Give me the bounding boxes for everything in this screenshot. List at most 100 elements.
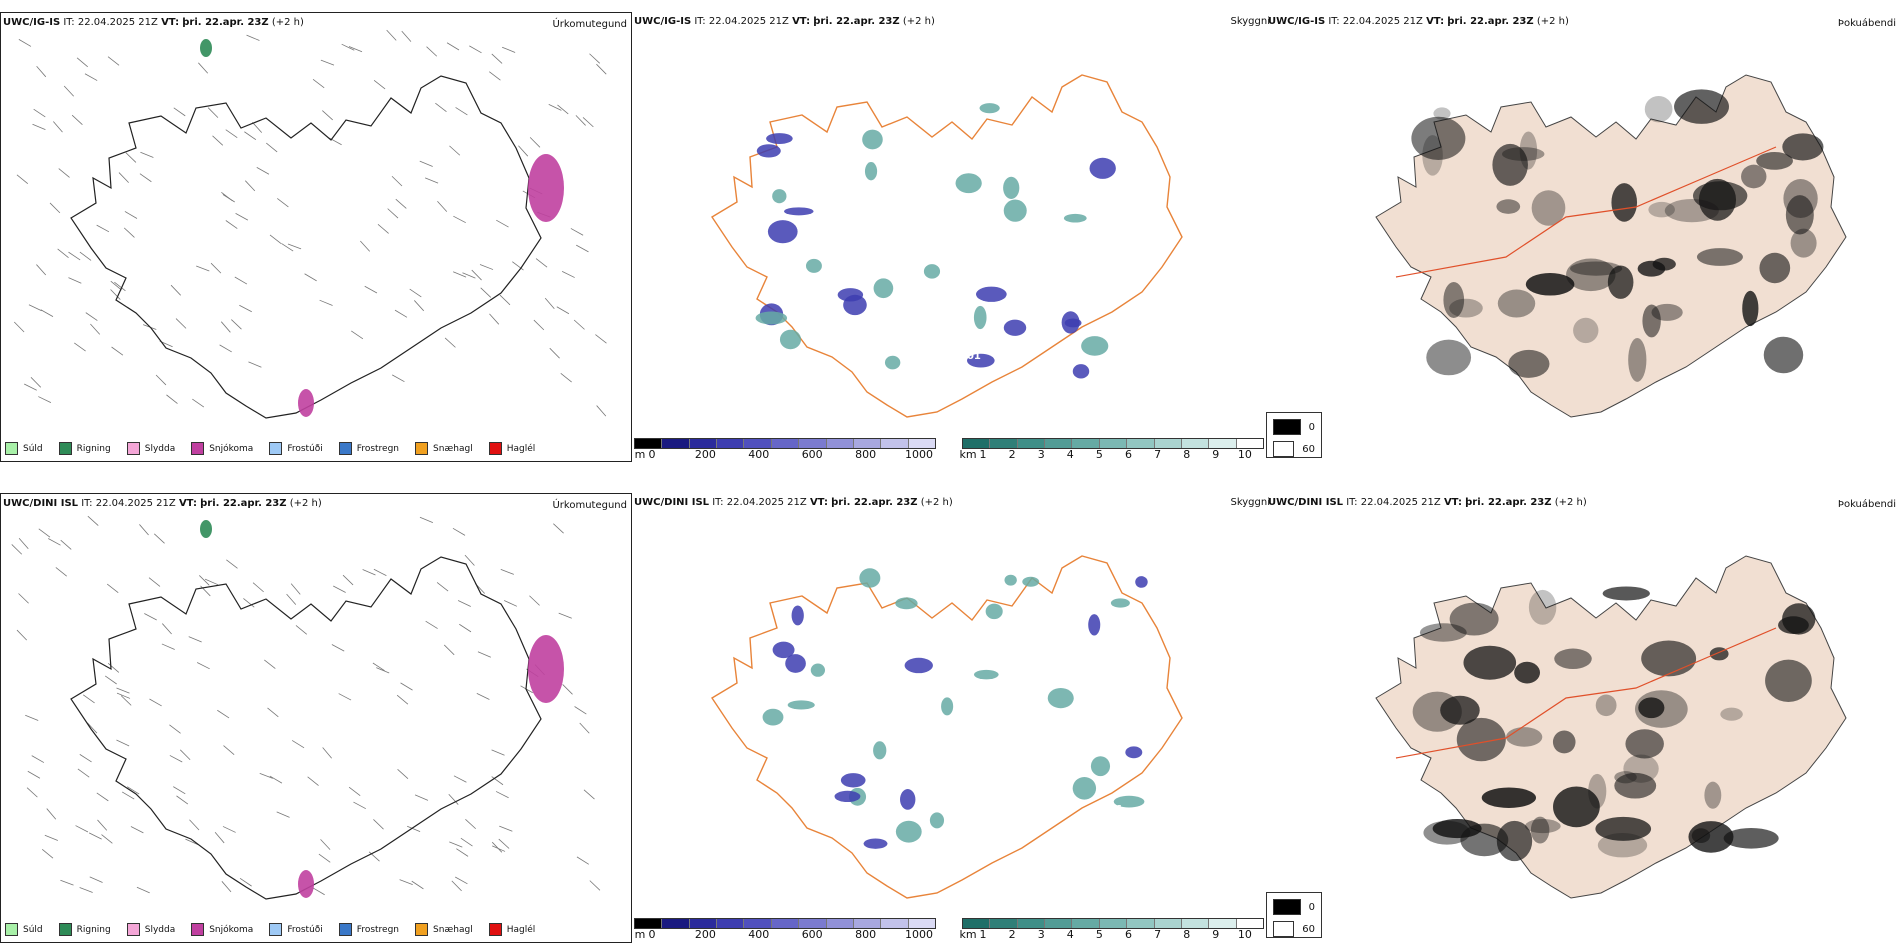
wind-barb [27,770,41,779]
wind-barb [31,755,45,763]
low-visibility-area [929,812,945,829]
scale-tick-label: 10 [1237,928,1252,941]
colorbar-step [1181,439,1210,448]
wind-barb [373,819,384,830]
wind-barb [173,107,186,117]
low-visibility-area [791,605,804,626]
fog-index-area [1443,282,1465,318]
legend-label: Haglél [506,924,536,935]
iceland-precip-map [13,29,607,419]
legend-swatch [58,442,72,455]
low-visibility-area [1125,746,1143,759]
low-visibility-area [873,278,894,299]
fog-index-area [1514,661,1541,684]
colorbar-step [881,439,909,448]
low-visibility-area [900,789,916,810]
low-visibility-area [1063,213,1087,223]
height-label: 89 [997,164,1011,175]
colorbar-step [1181,919,1210,928]
wind-barb [387,208,399,219]
fog-index-area [1508,349,1550,378]
wind-barb [583,789,595,800]
fog-index-area [1524,819,1561,834]
fog-legend-row: 60 [1273,921,1315,937]
legend-swatch [58,923,72,936]
scale-tick-label: 9 [1212,448,1220,461]
wind-barb [90,323,101,335]
panel-header: UWC/IG-IS IT: 22.04.2025 21Z VT: þri. 22… [1268,16,1569,27]
wind-barb [18,537,29,550]
colorbar-step [799,919,827,928]
scale-tick-label: 0 [648,448,656,461]
iceland-fog-map [1375,74,1847,418]
colorbar-step [1045,439,1073,448]
height-label: 102 [923,298,944,309]
wind-barb [414,300,425,312]
wind-barb [231,319,242,330]
scale-tick-label: 600 [801,448,823,461]
wind-barb [110,289,121,300]
wind-barb [179,749,191,761]
wind-barb [28,304,42,312]
low-visibility-area [973,669,999,680]
snow-area [298,870,314,898]
wind-barb [338,693,352,701]
wind-barb [267,707,279,718]
colorbar-step [635,439,663,448]
wind-barb [244,180,256,192]
height-label: 105 [812,139,833,150]
fog-index-area [1422,135,1443,176]
wind-barb [477,651,491,658]
wind-barb [68,251,81,261]
legend-item: Haglél [488,442,535,455]
fog-index-area [1602,586,1650,601]
wind-barb [154,533,165,544]
scale-tick-label: 3 [1037,928,1045,941]
wind-barb [107,56,120,66]
low-visibility-area [1003,319,1027,336]
panel-header: UWC/IG-IS IT: 22.04.2025 21Z VT: þri. 22… [634,16,935,27]
scale-unit: km [959,928,977,941]
wind-barb [214,832,225,844]
wind-barb [409,288,422,298]
colorbar-step [1209,919,1237,928]
wind-barb [110,280,122,291]
wind-barb [376,667,390,674]
legend-label: Slydda [144,924,176,935]
low-visibility-area [862,129,883,150]
wind-barb [259,772,273,779]
low-visibility-area [973,305,987,330]
wind-barb [60,539,72,550]
wind-barb [219,344,232,353]
wind-barb [290,583,301,595]
wind-barb [529,595,540,606]
height-label: 12 [1071,751,1085,762]
fog-legend-row: 60 [1273,441,1315,457]
wind-barb [118,172,129,183]
wind-barb [121,791,135,800]
wind-barb [38,528,51,538]
wind-barb [549,347,560,359]
wind-barb [319,299,333,306]
fog-index-area [1519,131,1538,170]
wind-barb [401,30,412,42]
colorbar-step [771,919,800,928]
low-visibility-area [1022,576,1040,587]
fog-index-area [1528,589,1557,625]
low-visibility-area [904,657,933,674]
wind-barb [480,287,492,298]
wind-barb [341,43,355,51]
colorbar-step [1154,919,1182,928]
wind-barb [561,271,575,278]
legend-swatch [338,442,352,455]
colorbar-step [744,919,772,928]
wind-barb [444,337,456,348]
low-visibility-area [1072,364,1090,379]
wind-barb [40,309,54,317]
scale-tick-label: 5 [1095,928,1103,941]
wind-barb [217,709,230,719]
wind-barb [221,881,232,893]
wind-barb [437,200,448,212]
colorbar-step [826,919,854,928]
wind-barb [281,243,294,252]
